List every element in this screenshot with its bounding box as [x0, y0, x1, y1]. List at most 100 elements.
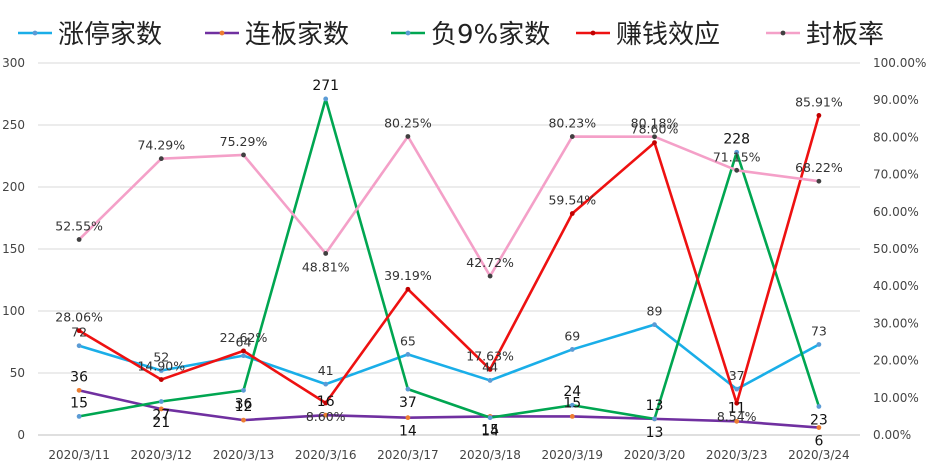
data-point — [241, 152, 246, 158]
data-label: 14 — [481, 424, 499, 440]
data-label: 11 — [728, 400, 746, 416]
data-label: 85.91% — [795, 94, 843, 109]
data-label: 23 — [810, 412, 828, 428]
data-label: 42.72% — [466, 255, 514, 270]
data-label: 8.60% — [306, 409, 346, 424]
data-label: 78.60% — [631, 122, 679, 137]
right-tick-label: 50.00% — [873, 242, 919, 256]
data-label: 228 — [723, 131, 750, 147]
data-label: 74.29% — [137, 138, 185, 153]
right-tick-label: 60.00% — [873, 205, 919, 219]
data-label: 59.54% — [548, 193, 596, 208]
x-tick-label: 2020/3/19 — [542, 448, 604, 462]
data-label: 14.90% — [137, 359, 185, 374]
series-line — [77, 114, 821, 405]
data-point — [734, 400, 740, 406]
left-tick-label: 250 — [2, 118, 25, 132]
left-tick-label: 50 — [10, 366, 25, 380]
data-label: 17.63% — [466, 348, 514, 363]
data-label: 52.55% — [55, 219, 103, 234]
legend-marker — [405, 30, 411, 36]
data-label: 8.54% — [717, 409, 757, 424]
data-point — [158, 156, 164, 162]
data-label: 13 — [646, 398, 664, 414]
legend-marker — [219, 30, 225, 36]
legend-label: 赚钱效应 — [616, 20, 720, 50]
x-tick-label: 2020/3/23 — [706, 448, 768, 462]
left-axis-ticks: 0 50 100 150 200 250 300 — [2, 56, 25, 442]
data-point — [487, 415, 493, 421]
data-label: 80.18% — [631, 116, 679, 131]
data-point — [569, 134, 575, 139]
data-label: 89 — [647, 304, 663, 319]
data-label: 41 — [318, 363, 334, 378]
series-line — [77, 135, 821, 278]
left-tick-label: 0 — [17, 428, 25, 442]
right-tick-label: 100.00% — [873, 56, 926, 70]
data-label: 69 — [564, 328, 580, 343]
data-point — [569, 402, 575, 408]
right-tick-label: 70.00% — [873, 168, 919, 182]
right-tick-label: 90.00% — [873, 93, 919, 107]
x-tick-label: 2020/3/20 — [624, 448, 686, 462]
data-point — [816, 342, 822, 347]
x-tick-label: 2020/3/11 — [48, 448, 110, 462]
data-label: 13 — [646, 425, 664, 441]
data-point — [816, 178, 822, 184]
right-tick-label: 80.00% — [873, 130, 919, 144]
data-label: 37 — [729, 368, 745, 383]
data-point — [816, 425, 822, 430]
x-axis-ticks: 2020/3/11 2020/3/12 2020/3/13 2020/3/16 2020… — [48, 448, 849, 462]
data-label: 36 — [70, 369, 88, 385]
data-label: 72 — [71, 325, 87, 340]
right-tick-label: 30.00% — [873, 316, 919, 330]
legend-marker — [590, 30, 596, 36]
data-label: 6 — [814, 434, 823, 450]
x-tick-label: 2020/3/24 — [788, 448, 850, 462]
data-label: 44 — [482, 359, 498, 374]
data-point — [158, 399, 164, 404]
data-label: 80.25% — [384, 115, 432, 130]
x-tick-label: 2020/3/12 — [131, 448, 193, 462]
series-lines — [76, 96, 822, 430]
data-point — [487, 378, 493, 383]
data-label: 68.22% — [795, 160, 843, 175]
data-point — [241, 387, 246, 393]
data-label: 39.19% — [384, 268, 432, 283]
data-point — [323, 96, 329, 102]
data-label: 24 — [563, 384, 581, 400]
data-label: 21 — [152, 415, 170, 431]
right-tick-label: 10.00% — [873, 391, 919, 405]
data-point — [652, 322, 657, 328]
data-point — [652, 134, 657, 140]
data-point — [734, 418, 740, 424]
data-label: 15 — [563, 395, 581, 411]
data-point — [652, 140, 657, 146]
data-point — [405, 352, 411, 357]
data-label: 27 — [152, 408, 170, 424]
x-tick-label: 2020/3/17 — [377, 448, 439, 462]
right-tick-label: 20.00% — [873, 354, 919, 368]
data-point — [76, 414, 82, 419]
data-point — [241, 417, 246, 423]
data-point — [158, 377, 164, 382]
data-point — [569, 414, 575, 419]
data-point — [323, 251, 329, 256]
data-point — [569, 211, 575, 216]
data-point — [734, 167, 740, 173]
data-point — [734, 149, 740, 155]
data-point — [323, 412, 329, 418]
data-label: 22.62% — [220, 330, 268, 345]
data-point — [405, 415, 411, 421]
right-tick-label: 0.00% — [873, 428, 911, 442]
legend-label: 封板率 — [806, 20, 884, 50]
data-label: 271 — [312, 78, 339, 94]
data-point — [323, 381, 329, 387]
data-point — [487, 273, 493, 279]
data-label: 28.06% — [55, 310, 103, 325]
left-tick-label: 150 — [2, 242, 25, 256]
data-label: 80.23% — [548, 116, 596, 131]
data-point — [158, 368, 164, 373]
data-point — [734, 386, 740, 392]
